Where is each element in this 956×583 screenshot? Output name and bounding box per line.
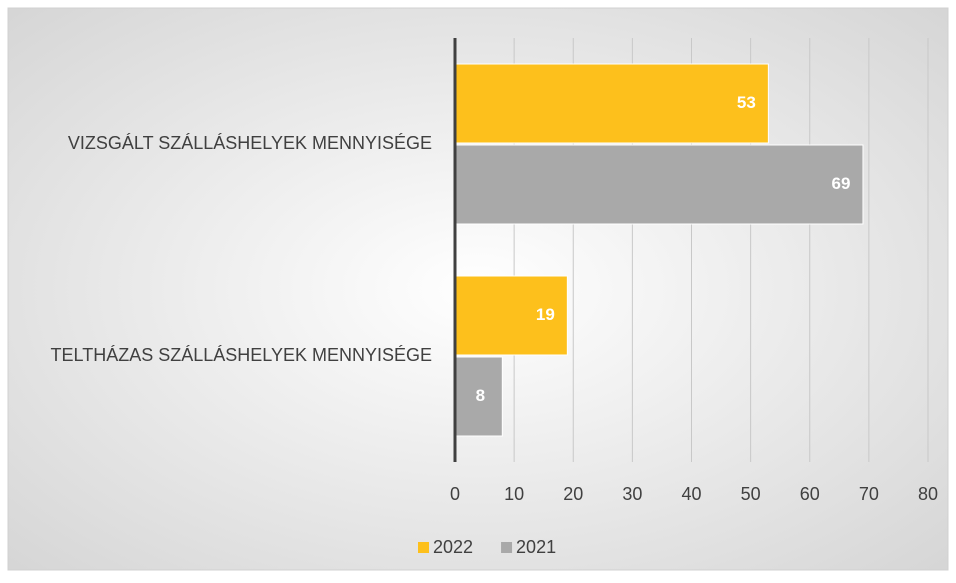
x-tick-label: 10	[504, 484, 524, 504]
data-label: 53	[737, 93, 756, 112]
x-tick-label: 70	[859, 484, 879, 504]
legend-label: 2021	[516, 537, 556, 557]
x-tick-label: 40	[681, 484, 701, 504]
x-tick-label: 50	[741, 484, 761, 504]
y-tick-label: VIZSGÁLT SZÁLLÁSHELYEK MENNYISÉGE	[68, 133, 432, 153]
legend-swatch	[418, 542, 429, 553]
bar	[454, 144, 864, 225]
bar	[454, 63, 769, 144]
y-tick-label: TELTHÁZAS SZÁLLÁSHELYEK MENNYISÉGE	[51, 345, 432, 365]
x-tick-label: 80	[918, 484, 938, 504]
legend-label: 2022	[433, 537, 473, 557]
x-tick-label: 0	[450, 484, 460, 504]
data-label: 69	[832, 174, 851, 193]
data-label: 19	[536, 305, 555, 324]
data-label: 8	[476, 386, 485, 405]
bar	[454, 275, 568, 356]
x-tick-label: 20	[563, 484, 583, 504]
x-tick-label: 60	[800, 484, 820, 504]
bar	[454, 356, 503, 437]
x-tick-label: 30	[622, 484, 642, 504]
legend-swatch	[501, 542, 513, 553]
